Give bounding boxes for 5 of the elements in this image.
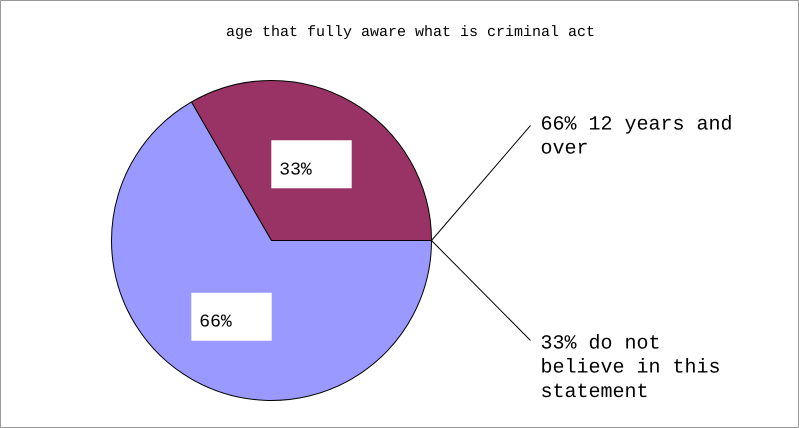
slice-label: 33% do not believe in this statement xyxy=(540,332,721,404)
data-label: 66% xyxy=(199,312,232,333)
data-label: 33% xyxy=(279,160,312,180)
chart-title: age that fully aware what is criminal act xyxy=(226,24,596,41)
slice-label: 66% 12 years and over xyxy=(540,114,733,161)
